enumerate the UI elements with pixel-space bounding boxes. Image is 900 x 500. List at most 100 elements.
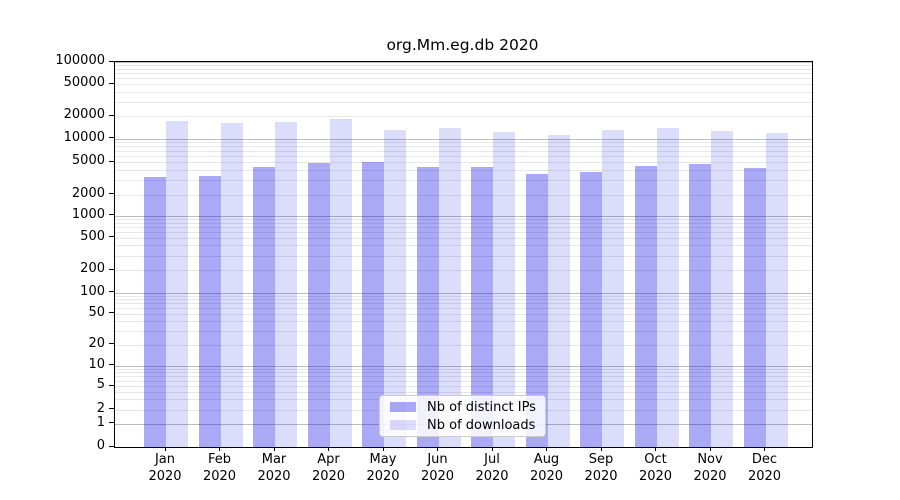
y-tick-label-10: 10 <box>88 356 105 372</box>
legend-label-downloads: Nb of downloads <box>427 417 536 433</box>
y-tick-label-200: 200 <box>80 261 105 276</box>
bar-downloads-sep <box>602 129 624 447</box>
legend-entry-distinct-ips: Nb of distinct IPs <box>380 400 545 415</box>
y-tick-mark-0 <box>109 445 114 447</box>
bar-downloads-may <box>384 129 406 447</box>
bar-distinct-ips-aug <box>525 173 548 447</box>
y-tick-mark-10000 <box>109 137 114 139</box>
minor-gridline-3000 <box>115 180 812 182</box>
x-tick-mark-jul <box>491 447 493 451</box>
x-tick-label-sep: Sep 2020 <box>584 452 618 484</box>
y-tick-mark-5 <box>109 384 114 386</box>
bar-distinct-ips-oct <box>634 165 657 447</box>
y-tick-label-5: 5 <box>96 377 105 392</box>
x-tick-mark-feb <box>219 447 221 451</box>
minor-gridline-200 <box>115 270 812 271</box>
x-tick-label-jun: Jun 2020 <box>420 452 455 484</box>
y-tick-mark-50000 <box>109 82 114 84</box>
minor-gridline-60000 <box>115 78 812 80</box>
x-tick-mark-aug <box>546 447 548 451</box>
minor-gridline-50000 <box>115 84 812 85</box>
major-gridline-10 <box>115 365 812 367</box>
x-tick-label-feb: Feb 2020 <box>202 452 237 484</box>
minor-gridline-20 <box>115 344 812 346</box>
legend-swatch-downloads <box>390 420 416 430</box>
bar-distinct-ips-jan <box>144 176 166 447</box>
y-tick-mark-500 <box>109 236 114 238</box>
x-tick-label-apr: Apr 2020 <box>311 452 346 484</box>
y-tick-label-500: 500 <box>80 228 105 244</box>
y-tick-label-50: 50 <box>88 304 105 320</box>
minor-gridline-80000 <box>115 69 812 71</box>
minor-gridline-600 <box>115 231 812 233</box>
x-tick-mark-nov <box>709 447 711 451</box>
bar-downloads-nov <box>711 130 733 447</box>
minor-gridline-2000 <box>115 194 812 196</box>
minor-gridline-4000 <box>115 169 812 171</box>
bar-downloads-aug <box>547 135 570 447</box>
x-tick-mark-dec <box>764 447 766 451</box>
minor-gridline-70 <box>115 303 812 305</box>
bar-distinct-ips-apr <box>307 163 330 447</box>
bar-downloads-mar <box>275 122 297 447</box>
y-tick-mark-2000 <box>109 193 114 195</box>
y-tick-mark-100000 <box>109 60 114 62</box>
bar-downloads-dec <box>765 132 788 447</box>
major-gridline-100 <box>115 292 812 294</box>
y-tick-mark-200 <box>109 268 114 270</box>
bar-distinct-ips-may <box>362 162 384 447</box>
minor-gridline-40000 <box>115 91 812 93</box>
y-tick-label-20000: 20000 <box>63 107 105 122</box>
y-tick-mark-1 <box>109 422 114 424</box>
bar-distinct-ips-dec <box>743 168 766 447</box>
major-gridline-10000 <box>115 138 812 140</box>
y-tick-label-2: 2 <box>96 400 105 416</box>
y-tick-label-10000: 10000 <box>63 129 105 145</box>
y-tick-mark-5000 <box>109 160 114 162</box>
y-tick-mark-10 <box>109 364 114 366</box>
x-tick-mark-jun <box>437 447 439 451</box>
bar-distinct-ips-nov <box>689 164 711 447</box>
bar-downloads-feb <box>220 122 243 447</box>
x-tick-mark-oct <box>655 447 657 451</box>
minor-gridline-8000 <box>115 146 812 148</box>
legend-swatch-distinct-ips <box>390 402 416 412</box>
minor-gridline-50 <box>115 313 812 315</box>
chart-title: org.Mm.eg.db 2020 <box>386 36 539 54</box>
y-tick-mark-1000 <box>109 214 114 216</box>
minor-gridline-4 <box>115 391 812 393</box>
minor-gridline-500 <box>115 237 812 239</box>
minor-gridline-900 <box>115 218 812 220</box>
minor-gridline-20000 <box>115 116 812 117</box>
bar-distinct-ips-sep <box>580 171 602 447</box>
x-tick-label-jan: Jan 2020 <box>148 452 182 484</box>
x-tick-label-mar: Mar 2020 <box>257 452 291 484</box>
x-tick-mark-jan <box>164 447 166 451</box>
minor-gridline-80 <box>115 299 812 301</box>
y-tick-label-1000: 1000 <box>71 206 105 222</box>
bar-distinct-ips-jun <box>416 166 439 447</box>
minor-gridline-6 <box>115 380 812 382</box>
x-tick-mark-sep <box>600 447 602 451</box>
minor-gridline-800 <box>115 222 812 224</box>
minor-gridline-400 <box>115 245 812 247</box>
major-gridline-100000 <box>115 62 812 63</box>
bar-distinct-ips-feb <box>198 175 221 447</box>
y-tick-mark-20 <box>109 343 114 345</box>
minor-gridline-90000 <box>115 65 812 67</box>
minor-gridline-30 <box>115 330 812 332</box>
y-tick-label-100000: 100000 <box>55 53 105 68</box>
minor-gridline-9000 <box>115 142 812 144</box>
y-tick-label-2000: 2000 <box>71 185 105 201</box>
minor-gridline-60 <box>115 307 812 309</box>
y-tick-mark-100 <box>109 291 114 293</box>
minor-gridline-5 <box>115 386 812 387</box>
x-tick-label-may: May 2020 <box>366 452 400 484</box>
minor-gridline-6000 <box>115 155 812 157</box>
minor-gridline-40 <box>115 321 812 323</box>
plot-area: Nb of distinct IPs Nb of downloads <box>114 61 813 448</box>
y-tick-label-5000: 5000 <box>71 153 105 168</box>
y-tick-mark-2 <box>109 408 114 410</box>
x-tick-label-jul: Jul 2020 <box>475 452 509 484</box>
